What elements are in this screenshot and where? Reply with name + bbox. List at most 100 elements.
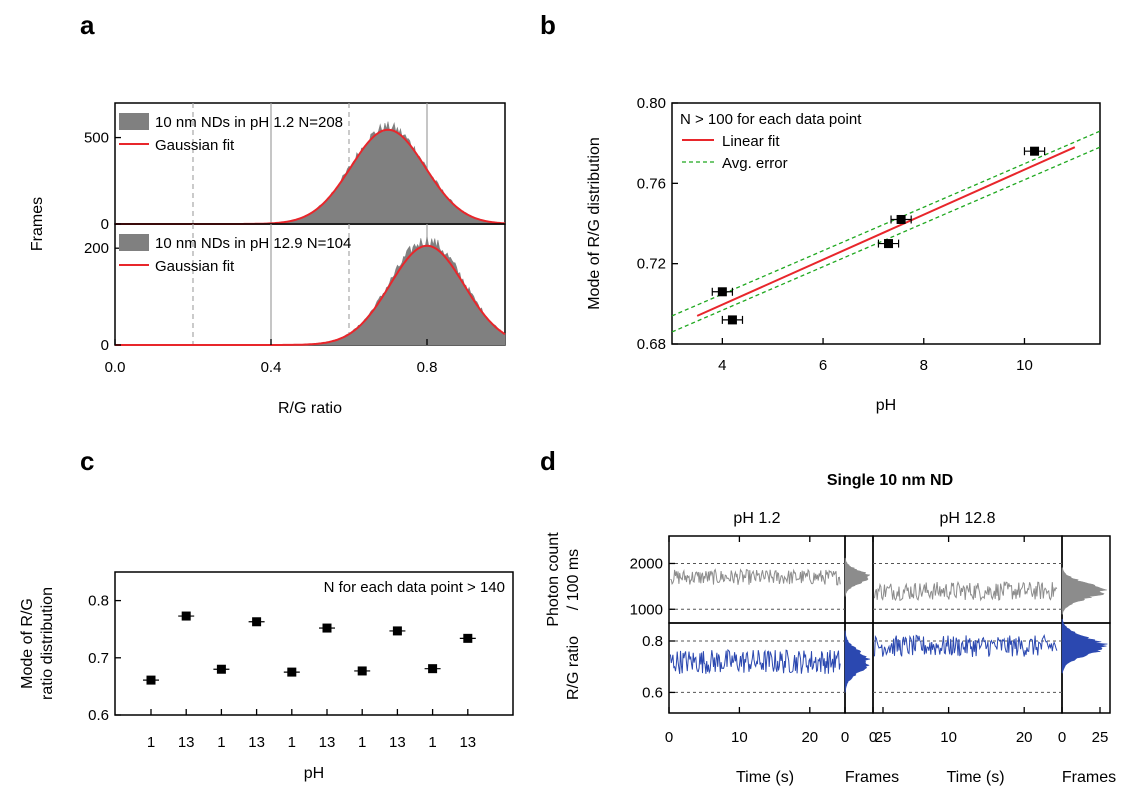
gaussian-fit-line [115,244,506,346]
histogram-bars [115,236,506,346]
data-point [357,666,367,676]
panel-label-a: a [80,10,95,40]
data-point [392,626,402,636]
hist-axis-label: Frames [845,769,899,786]
column-title: pH 12.8 [939,510,995,527]
x-tick-label: 1 [428,734,436,751]
y-tick-label: 2000 [630,555,663,572]
time-trace-ph-12.8 [874,633,1058,657]
data-point [884,239,894,249]
y-tick-label: 1000 [630,601,663,618]
y-tick-label: 0.72 [637,256,666,273]
y-axis-label: Mode of R/G [19,598,36,689]
x-tick-label: 1 [288,734,296,751]
data-point [287,667,297,677]
x-tick-label: 13 [389,734,406,751]
x-tick-label: 0.4 [261,359,282,376]
legend-label-histogram: 10 nm NDs in pH 1.2 N=208 [155,114,343,131]
x-tick-label: 13 [459,734,476,751]
x-tick-label: 20 [1016,729,1033,746]
y-axis-label: / 100 ms [565,549,582,610]
x-axis-label: R/G ratio [278,400,342,417]
y-tick-label: 0 [101,337,109,354]
y-tick-label: 0.8 [642,633,663,650]
y-tick-label: 0.7 [88,650,109,667]
data-point [252,617,262,627]
y-tick-label: 500 [84,130,109,147]
panel-label-d: d [540,446,556,476]
legend-label-linear-fit: Linear fit [722,133,780,150]
y-tick-label: 0.80 [637,95,666,112]
side-histogram [1061,567,1107,615]
time-trace-ph-12.8 [874,580,1058,602]
data-point [1030,146,1040,156]
chart-title: Single 10 nm ND [827,472,953,489]
annotation-text: N > 100 for each data point [680,111,862,128]
plot-frame [114,571,514,716]
trace-frame [872,622,1063,714]
x-tick-label: 0 [869,729,877,746]
data-point [322,623,332,633]
time-trace-ph-1.2 [669,649,841,675]
x-tick-label: 0 [665,729,673,746]
y-axis-label: Photon count [545,532,562,627]
y-tick-label: 0.68 [637,336,666,353]
time-trace-ph-1.2 [670,568,841,586]
y-tick-label: 0 [101,216,109,233]
x-tick-label: 1 [217,734,225,751]
x-tick-label: 8 [920,357,928,374]
y-tick-label: 200 [84,240,109,257]
x-tick-label: 0 [841,729,849,746]
x-axis-label: Time (s) [736,769,794,786]
annotation-text: N for each data point > 140 [324,579,505,596]
y-axis-label: ratio distribution [39,587,56,700]
x-tick-label: 1 [358,734,366,751]
data-point [727,315,737,325]
side-histogram [844,630,871,693]
linear-fit-line [696,146,1076,317]
data-point [896,214,906,224]
side-histogram [1061,618,1108,674]
y-axis-label: Frames [29,197,46,251]
x-tick-label: 6 [819,357,827,374]
data-point [717,287,727,297]
legend-swatch-histogram [119,113,149,130]
x-axis-label: Time (s) [946,769,1004,786]
data-point [463,633,473,643]
y-tick-label: 0.8 [88,593,109,610]
x-tick-label: 20 [801,729,818,746]
x-tick-label: 13 [248,734,265,751]
plot-frame [671,102,1101,345]
legend-label-histogram: 10 nm NDs in pH 12.9 N=104 [155,235,351,252]
y-tick-label: 0.6 [88,707,109,724]
column-title: pH 1.2 [733,510,780,527]
x-axis-label: pH [304,765,324,782]
y-tick-label: 0.6 [642,684,663,701]
x-tick-label: 0.0 [105,359,126,376]
x-tick-label: 10 [731,729,748,746]
avg-error-upper-line [671,130,1101,317]
x-tick-label: 10 [1016,357,1033,374]
x-tick-label: 25 [875,729,892,746]
trace-frame [668,622,846,714]
x-tick-label: 4 [718,357,726,374]
legend-label-fit: Gaussian fit [155,137,235,154]
legend-label-avg-error: Avg. error [722,155,788,172]
panel-label-b: b [540,10,556,40]
x-tick-label: 0 [1058,729,1066,746]
hist-axis-label: Frames [1062,769,1116,786]
panel-label-c: c [80,446,94,476]
x-tick-label: 13 [319,734,336,751]
y-axis-label: Mode of R/G distribution [586,137,603,310]
data-point [146,675,156,685]
y-axis-label: R/G ratio [565,636,582,700]
side-histogram [844,557,871,597]
panel-c-chart: 1 13 1 13 1 13 1 13 1 13 0.6 0.7 0.8 N for each data … [19,571,514,782]
legend-swatch-histogram [119,234,149,251]
x-tick-label: 13 [178,734,195,751]
data-point [216,664,226,674]
panel-b-chart: 4 6 8 10 0.68 0.72 0.76 0.80 N > 100 for each da… [586,95,1101,414]
x-axis-label: pH [876,397,896,414]
